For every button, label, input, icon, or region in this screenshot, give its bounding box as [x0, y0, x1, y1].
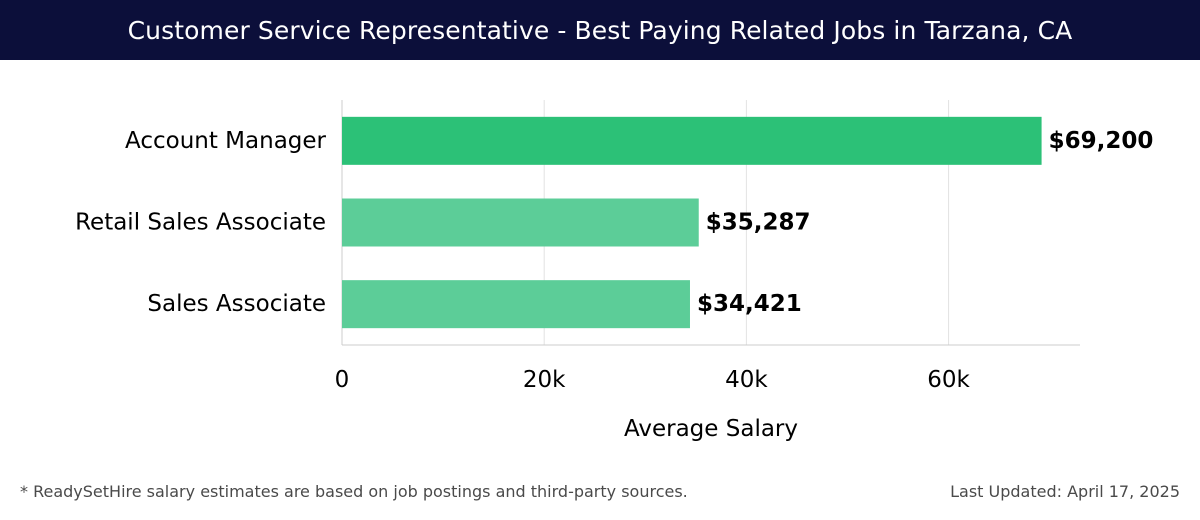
bar	[342, 116, 1042, 165]
data-label: $69,200	[1049, 128, 1154, 154]
salary-bar-chart: Account Manager $69,200 Retail Sales Assoc…	[75, 100, 1154, 442]
category-label: Retail Sales Associate	[75, 210, 326, 236]
chart-title-banner: Customer Service Representative - Best P…	[0, 0, 1200, 60]
last-updated: Last Updated: April 17, 2025	[950, 482, 1180, 501]
category-label: Account Manager	[125, 128, 327, 154]
x-tick-label: 60k	[927, 367, 970, 393]
bar	[342, 280, 690, 329]
x-tick-label: 20k	[523, 367, 566, 393]
chart-title: Customer Service Representative - Best P…	[127, 15, 1073, 45]
x-axis-title: Average Salary	[624, 416, 798, 442]
data-label: $35,287	[706, 210, 811, 236]
x-tick-label: 0	[335, 367, 350, 393]
bar	[342, 198, 699, 247]
data-label: $34,421	[697, 291, 802, 317]
footer-note: * ReadySetHire salary estimates are base…	[20, 482, 688, 501]
x-tick-label: 40k	[725, 367, 768, 393]
category-label: Sales Associate	[147, 291, 326, 317]
